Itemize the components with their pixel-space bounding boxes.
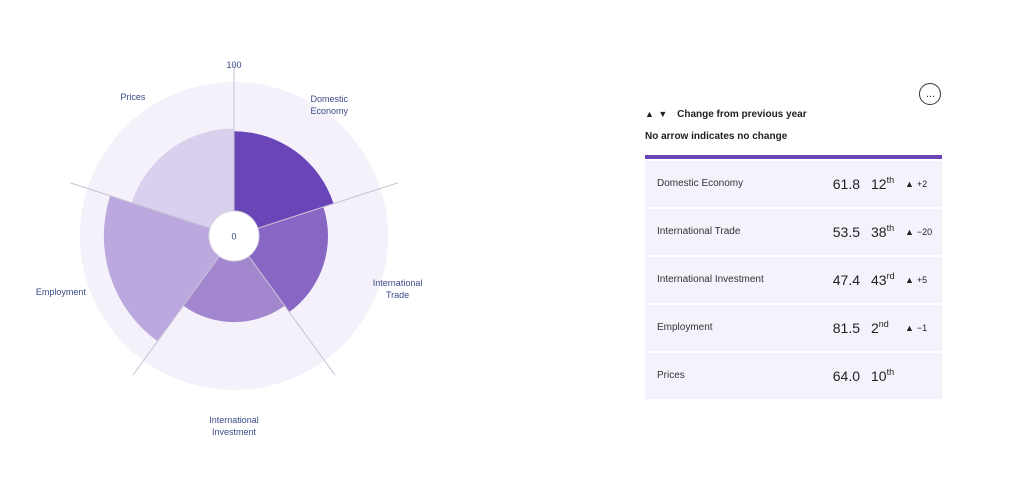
up-arrow-icon: ▲ (905, 323, 914, 333)
up-arrow-icon: ▲ (905, 227, 914, 237)
up-arrow-icon: ▲ (905, 179, 914, 189)
row-change-value: −20 (916, 227, 933, 237)
category-label: Employment (36, 287, 87, 297)
row-score: 47.4 (832, 272, 860, 288)
table-row: International Investment 47.4 43rd ▲ +5 (645, 257, 942, 303)
legend-change-label: Change from previous year (677, 109, 807, 120)
chart-spoke (257, 182, 398, 229)
table-row: International Trade 53.5 38th ▲ −20 (645, 209, 942, 255)
row-rank-suffix: nd (878, 319, 889, 329)
row-rank-suffix: th (886, 223, 895, 233)
row-rank: 38th (871, 209, 894, 257)
row-rank-number: 38 (871, 224, 887, 240)
row-change-value: −1 (916, 323, 928, 333)
row-score: 64.0 (832, 368, 860, 384)
row-name: International Trade (657, 226, 741, 237)
row-rank-number: 10 (871, 368, 887, 384)
row-name: International Investment (657, 274, 764, 285)
category-label-line: Economy (310, 106, 348, 116)
legend-change-line: ▲ ▼ Change from previous year (645, 107, 942, 121)
up-arrow-icon: ▲ (905, 275, 914, 285)
chart-spoke (132, 255, 220, 376)
category-label-line: Prices (120, 92, 146, 102)
chart-spoke (70, 182, 211, 229)
up-down-arrows-icon: ▲ ▼ (645, 109, 669, 119)
category-label-line: International (373, 278, 423, 288)
row-score: 81.5 (832, 320, 860, 336)
category-label: International Trade (373, 278, 423, 300)
table-row: Domestic Economy 61.8 12th ▲ +2 (645, 161, 942, 207)
chart-segment (183, 256, 285, 323)
chart-segment (248, 206, 329, 313)
table-accent-bar (645, 155, 942, 159)
row-rank-number: 12 (871, 176, 887, 192)
chart-segment (234, 131, 334, 229)
category-label-line: Trade (386, 290, 409, 300)
row-name: Domestic Economy (657, 178, 744, 189)
row-rank-number: 43 (871, 272, 887, 288)
row-change: ▲ −20 (905, 209, 932, 255)
row-name: Employment (657, 322, 713, 333)
row-change: ▲ −1 (905, 305, 927, 351)
row-change-value: +5 (916, 275, 928, 285)
chart-segment (103, 195, 220, 342)
row-change: ▲ +2 (905, 161, 927, 207)
category-label: Domestic Economy (310, 94, 348, 116)
more-options-button[interactable]: ... (919, 83, 941, 105)
scale-min-label: 0 (231, 232, 236, 242)
score-table: Domestic Economy 61.8 12th ▲ +2 International… (645, 155, 942, 399)
row-change: ▲ +5 (905, 257, 927, 303)
category-label-line: International (209, 415, 259, 425)
row-rank: 10th (871, 353, 894, 401)
row-score: 61.8 (832, 176, 860, 192)
row-rank-number: 2 (871, 320, 879, 336)
category-label-line: Employment (36, 287, 87, 297)
radial-chart-container: 0 100 Domestic Economy International Trade Int… (0, 0, 480, 485)
row-change-value: +2 (916, 179, 928, 189)
legend: ▲ ▼ Change from previous year No arrow i… (645, 107, 942, 144)
row-rank: 2nd (871, 305, 889, 353)
legend-no-change-note: No arrow indicates no change (645, 131, 788, 142)
row-rank: 12th (871, 161, 894, 209)
category-label-line: Domestic (310, 94, 348, 104)
scale-max-label: 100 (226, 60, 241, 70)
chart-center-circle (208, 210, 260, 262)
row-rank-suffix: th (886, 367, 895, 377)
table-row: Prices 64.0 10th (645, 353, 942, 399)
chart-spoke (248, 255, 336, 376)
row-rank-suffix: rd (886, 271, 895, 281)
row-rank-suffix: th (886, 175, 895, 185)
row-score: 53.5 (832, 224, 860, 240)
category-label: International Investment (209, 415, 259, 437)
chart-segment (131, 128, 234, 229)
category-label: Prices (120, 92, 146, 102)
row-name: Prices (657, 370, 685, 381)
table-row: Employment 81.5 2nd ▲ −1 (645, 305, 942, 351)
category-label-line: Investment (212, 427, 257, 437)
row-rank: 43rd (871, 257, 895, 305)
